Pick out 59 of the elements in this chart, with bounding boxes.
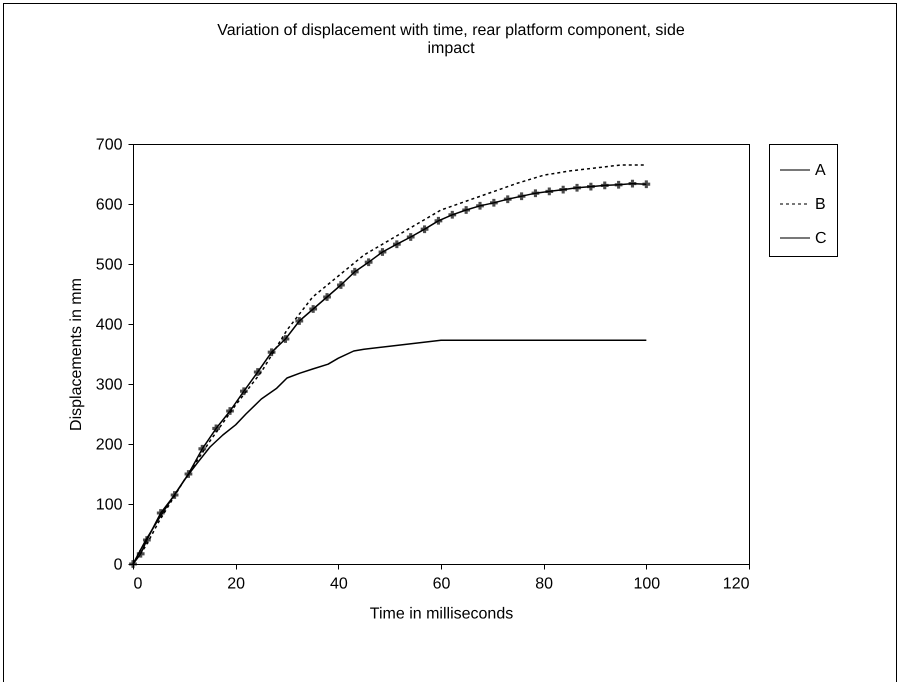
point [462, 206, 470, 214]
point [198, 444, 206, 453]
point [504, 195, 512, 204]
y-tick-label: 200 [96, 436, 123, 454]
point [170, 491, 178, 499]
point [559, 186, 568, 194]
y-tick-label: 600 [96, 196, 123, 214]
point [226, 407, 234, 415]
point [136, 550, 145, 558]
point [378, 248, 386, 256]
x-tick-label: 100 [633, 576, 660, 592]
x-tick-label: 0 [134, 576, 142, 592]
point [628, 180, 636, 188]
legend-label: B [815, 196, 826, 213]
point [614, 180, 622, 189]
chart-title: Variation of displacement with time, rear platform component, side impact [217, 22, 685, 57]
point [406, 233, 415, 241]
y-tick-label: 100 [96, 496, 123, 514]
y-tick-label: 0 [114, 556, 123, 574]
point [476, 202, 484, 210]
x-tick-label: 80 [535, 576, 554, 592]
point [573, 184, 581, 192]
x-tick-label: 40 [330, 576, 348, 592]
point [587, 182, 595, 190]
point [323, 293, 331, 301]
point [295, 317, 304, 325]
point [642, 180, 650, 188]
point [309, 305, 318, 313]
point [490, 198, 498, 207]
point [142, 536, 151, 544]
point [254, 368, 262, 376]
point [434, 216, 442, 225]
point [156, 509, 165, 517]
point [184, 470, 192, 478]
point [282, 335, 290, 343]
point [448, 210, 456, 219]
x-tick-label: 20 [227, 576, 246, 592]
point [212, 424, 220, 432]
point [337, 281, 345, 289]
point [364, 258, 372, 266]
legend-label: A [815, 162, 826, 179]
point [600, 182, 609, 190]
x-tick-label: 60 [432, 576, 450, 592]
y-tick-label: 400 [96, 316, 123, 334]
point [532, 189, 540, 198]
y-tick-label: 700 [96, 136, 123, 154]
point [240, 387, 248, 396]
point [545, 188, 554, 196]
x-axis-title: Time in milliseconds [370, 606, 514, 622]
legend-label: C [815, 230, 827, 247]
y-tick-label: 300 [96, 376, 123, 394]
x-tick-label: 120 [722, 576, 750, 592]
point [518, 192, 526, 200]
y-tick-label: 500 [96, 256, 123, 274]
point [392, 240, 401, 248]
point [350, 268, 359, 276]
point [420, 225, 428, 234]
point [268, 348, 276, 356]
y-axis-title: Displacements in mm [68, 278, 85, 431]
